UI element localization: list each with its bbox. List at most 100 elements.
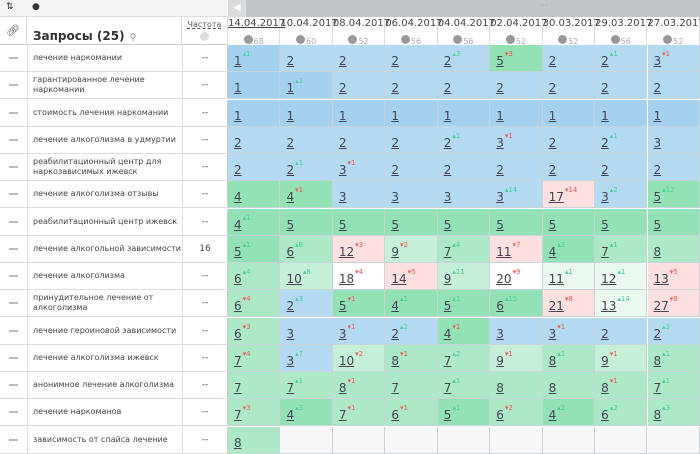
date-label[interactable]: 29.03.2017 bbox=[595, 18, 653, 29]
position-value[interactable]: 12 bbox=[601, 272, 617, 286]
position-value[interactable]: 8 bbox=[496, 381, 504, 395]
position-cell[interactable]: 7 bbox=[385, 372, 438, 399]
position-value[interactable]: 27 bbox=[653, 299, 669, 314]
position-cell[interactable]: 5 bbox=[385, 208, 438, 236]
position-cell[interactable]: 17▾14 bbox=[542, 181, 596, 209]
position-cell[interactable]: 5 bbox=[280, 208, 333, 236]
position-value[interactable]: 5 bbox=[443, 217, 452, 232]
position-value[interactable]: 2 bbox=[548, 163, 557, 177]
position-cell[interactable]: 4 bbox=[228, 181, 281, 209]
position-cell[interactable]: 9▴11 bbox=[437, 263, 491, 290]
position-cell[interactable]: 2▴3 bbox=[647, 317, 700, 345]
position-cell[interactable]: 2▴1 bbox=[437, 126, 491, 154]
position-value[interactable]: 3 bbox=[496, 326, 504, 341]
row-toggle-icon[interactable] bbox=[9, 193, 18, 196]
position-cell[interactable]: 7▴2 bbox=[437, 344, 491, 372]
row-toggle-icon[interactable] bbox=[9, 411, 18, 414]
row-toggle-icon[interactable] bbox=[9, 57, 18, 59]
row-toggle-icon[interactable] bbox=[9, 302, 18, 305]
position-cell[interactable]: 5 bbox=[437, 208, 491, 236]
position-cell[interactable]: 1 bbox=[542, 99, 596, 127]
position-cell[interactable]: 2 bbox=[385, 45, 438, 72]
position-cell[interactable]: 3▾1 bbox=[332, 154, 386, 181]
position-cell[interactable]: 4▴2 bbox=[542, 399, 596, 427]
position-value[interactable]: 6 bbox=[234, 326, 242, 341]
position-cell[interactable]: 2 bbox=[647, 72, 700, 100]
position-cell[interactable]: 13▾5 bbox=[647, 263, 700, 290]
position-cell[interactable]: 2 bbox=[385, 154, 438, 181]
position-cell[interactable]: 2 bbox=[280, 45, 333, 72]
position-cell[interactable]: 1 bbox=[647, 99, 700, 127]
position-value[interactable]: 2 bbox=[286, 163, 295, 177]
position-cell[interactable]: 11▾7 bbox=[490, 235, 543, 263]
position-value[interactable]: 2 bbox=[443, 54, 452, 68]
row-toggle-icon[interactable] bbox=[9, 275, 18, 277]
position-value[interactable]: 6 bbox=[286, 244, 295, 259]
position-value[interactable]: 1 bbox=[653, 108, 662, 123]
position-cell[interactable]: 2 bbox=[385, 72, 438, 100]
position-cell[interactable]: 5 bbox=[542, 208, 596, 236]
position-cell[interactable]: 14▾5 bbox=[385, 263, 438, 290]
position-value[interactable]: 1 bbox=[496, 108, 504, 123]
position-cell[interactable]: 3 bbox=[490, 317, 543, 345]
position-value[interactable]: 1 bbox=[391, 108, 399, 123]
position-value[interactable]: 2 bbox=[391, 81, 399, 96]
position-value[interactable]: 2 bbox=[653, 81, 662, 96]
position-cell[interactable]: 7▴1 bbox=[595, 235, 648, 263]
position-value[interactable]: 7 bbox=[391, 381, 399, 395]
position-value[interactable]: 4 bbox=[234, 190, 242, 205]
position-cell[interactable]: 12▴1 bbox=[595, 263, 648, 290]
position-cell[interactable]: 9▾1 bbox=[490, 344, 543, 372]
position-value[interactable]: 2 bbox=[234, 135, 242, 150]
position-value[interactable]: 3 bbox=[338, 163, 347, 177]
date-column-header[interactable]: 08.04.2017 52 bbox=[333, 17, 390, 46]
position-cell[interactable]: 1 bbox=[332, 99, 386, 127]
position-value[interactable]: 1 bbox=[338, 108, 347, 123]
position-value[interactable]: 3 bbox=[496, 135, 504, 150]
position-value[interactable]: 6 bbox=[234, 299, 242, 314]
position-value[interactable]: 12 bbox=[338, 244, 355, 259]
position-cell[interactable]: 3▾1 bbox=[490, 126, 543, 154]
position-cell[interactable]: 5▴12 bbox=[647, 181, 700, 209]
position-value[interactable]: 5 bbox=[286, 217, 295, 232]
position-value[interactable]: 4 bbox=[443, 326, 452, 341]
position-cell[interactable]: 2 bbox=[647, 154, 700, 181]
row-toggle-icon[interactable] bbox=[9, 84, 18, 87]
search-icon[interactable]: ⚲ bbox=[129, 33, 137, 43]
position-value[interactable]: 2 bbox=[601, 163, 609, 177]
position-value[interactable]: 9 bbox=[601, 353, 609, 368]
position-value[interactable]: 7 bbox=[234, 381, 242, 395]
position-cell[interactable]: 9▾2 bbox=[385, 235, 438, 263]
position-value[interactable]: 21 bbox=[548, 299, 564, 314]
position-cell[interactable]: 7▴1 bbox=[437, 372, 491, 399]
position-value[interactable]: 4 bbox=[234, 217, 242, 232]
position-value[interactable]: 7 bbox=[443, 244, 452, 259]
date-column-header[interactable]: 02.04.2017 52 bbox=[490, 17, 548, 46]
position-value[interactable]: 8 bbox=[548, 353, 557, 368]
position-cell[interactable]: 4▴3 bbox=[280, 399, 333, 427]
position-value[interactable]: 2 bbox=[601, 135, 609, 150]
position-value[interactable]: 5 bbox=[548, 217, 557, 232]
sort-icon[interactable]: ⇅ bbox=[6, 2, 14, 12]
position-cell[interactable]: 2▴2 bbox=[385, 317, 438, 345]
scroll-handle-icon[interactable]: ··· bbox=[540, 1, 548, 10]
position-cell[interactable]: 9▾1 bbox=[595, 344, 648, 372]
position-value[interactable]: 2 bbox=[601, 54, 609, 68]
position-value[interactable]: 8 bbox=[653, 353, 662, 368]
date-label[interactable]: 14.04.2017 bbox=[228, 18, 286, 29]
date-label[interactable]: 02.04.2017 bbox=[490, 18, 548, 29]
position-cell[interactable]: 8 bbox=[490, 372, 543, 399]
position-value[interactable]: 13 bbox=[601, 299, 617, 314]
position-value[interactable]: 7 bbox=[443, 353, 452, 368]
position-value[interactable]: 2 bbox=[548, 135, 557, 150]
position-value[interactable]: 2 bbox=[548, 81, 557, 96]
position-cell[interactable]: 1 bbox=[595, 99, 648, 127]
position-value[interactable]: 2 bbox=[443, 135, 452, 150]
position-cell[interactable]: 27▾8 bbox=[647, 290, 700, 318]
position-value[interactable]: 9 bbox=[496, 353, 504, 368]
position-cell[interactable]: 2 bbox=[280, 126, 333, 154]
date-column-header[interactable]: 30.03.2017 52 bbox=[543, 17, 600, 46]
position-value[interactable]: 2 bbox=[338, 135, 347, 150]
position-cell[interactable]: 2▴1 bbox=[280, 154, 333, 181]
position-cell[interactable]: 7▾1 bbox=[332, 399, 386, 427]
